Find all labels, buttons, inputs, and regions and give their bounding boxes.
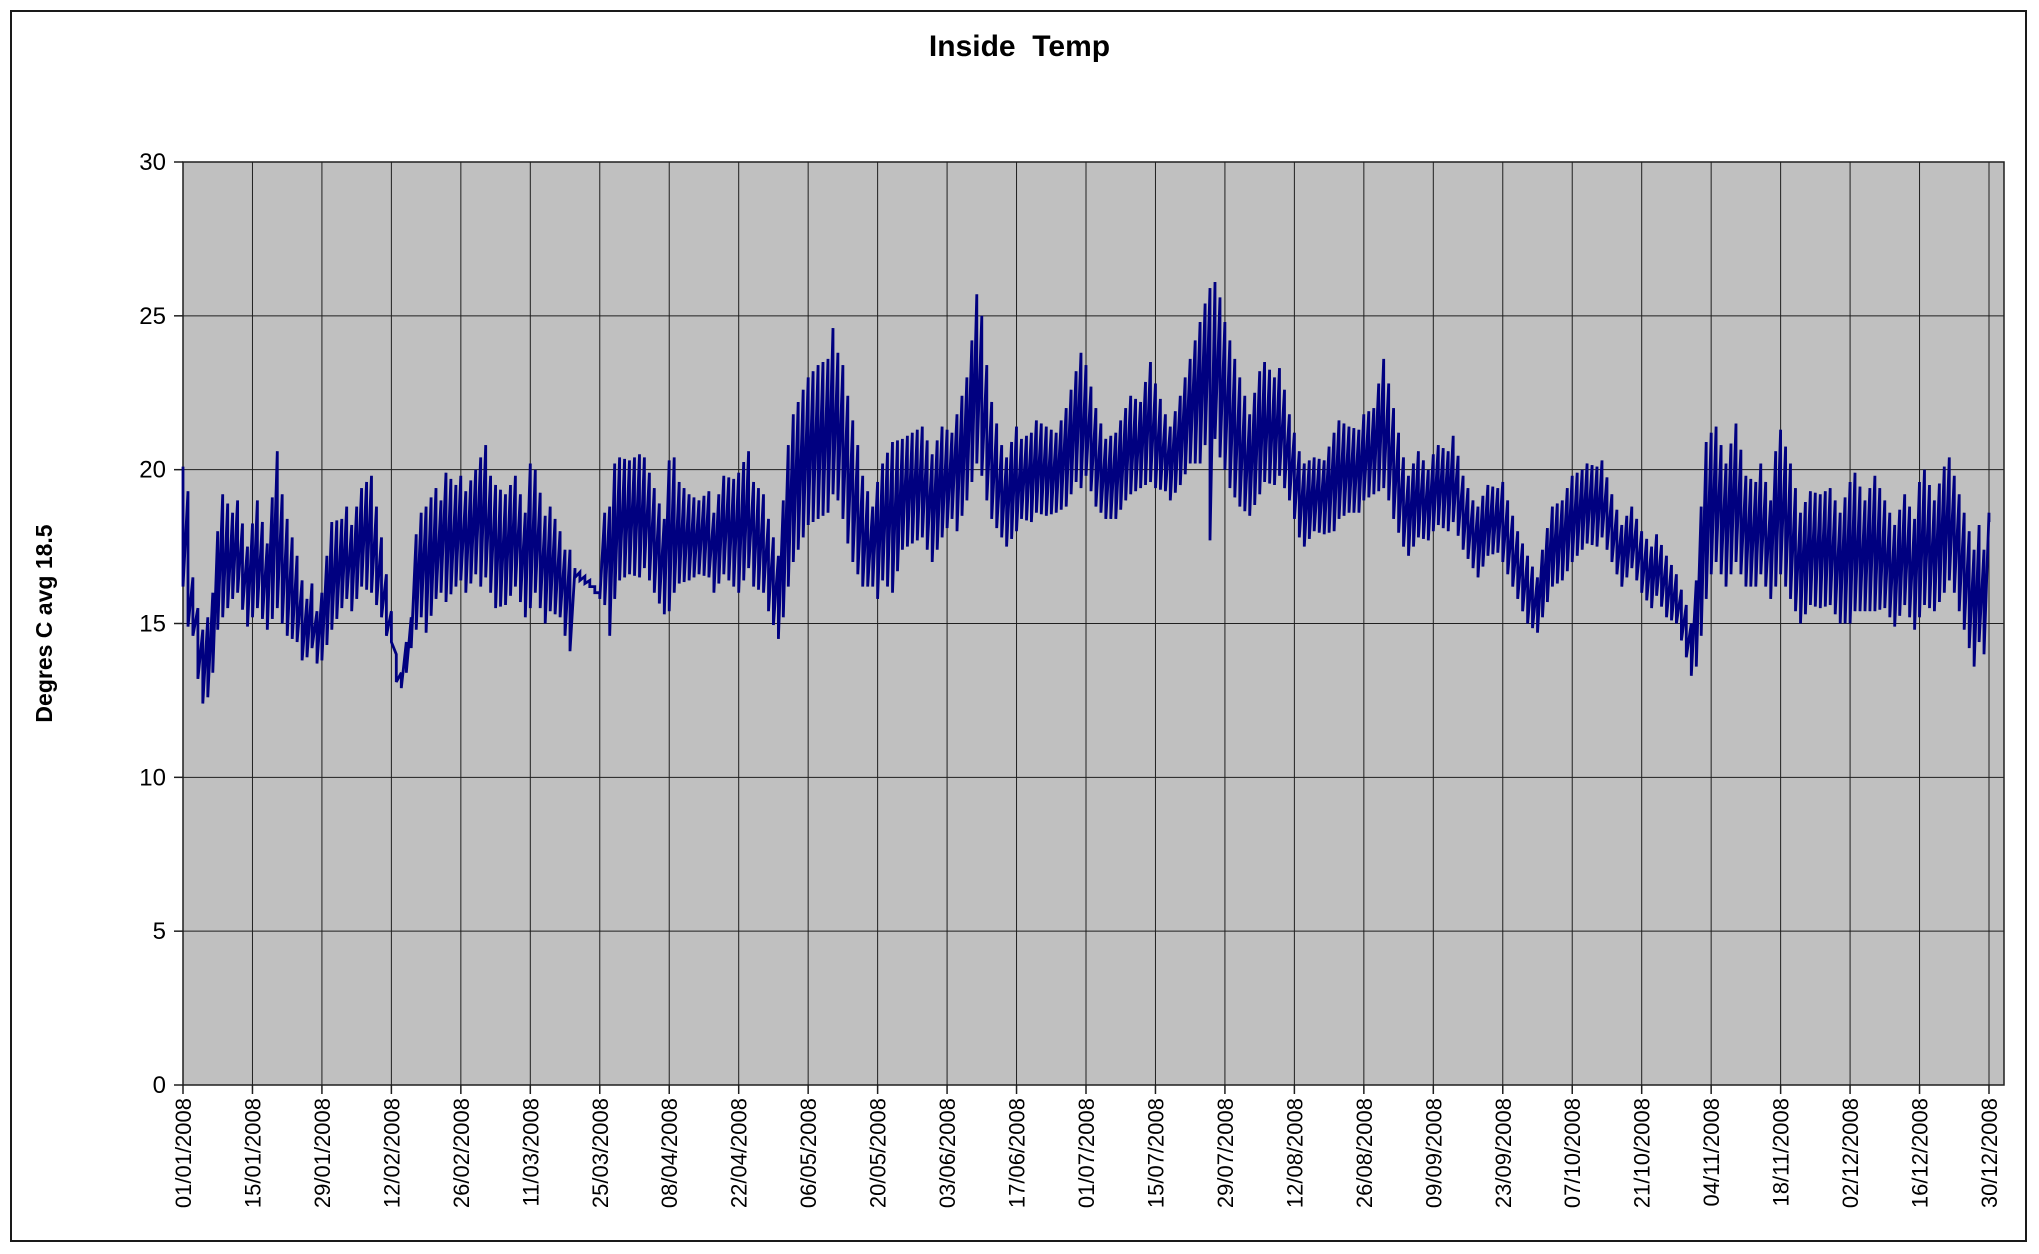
x-axis-tick-label: 08/04/2008 [657, 1098, 682, 1208]
x-axis-tick-label: 15/07/2008 [1143, 1098, 1168, 1208]
x-axis-tick-label: 23/09/2008 [1491, 1098, 1516, 1208]
x-axis-tick-label: 18/11/2008 [1769, 1098, 1794, 1206]
x-axis-tick-label: 03/06/2008 [935, 1098, 960, 1208]
y-axis: 0 5 10 15 20 25 30 [139, 149, 183, 1099]
x-axis-tick-label: 29/01/2008 [310, 1098, 335, 1208]
x-axis-tick-label: 26/02/2008 [449, 1098, 474, 1208]
series-line-inside-temp [181, 281, 1991, 704]
y-axis-tick-label: 20 [139, 457, 166, 484]
y-axis-tick-label: 15 [139, 611, 166, 638]
y-axis-tick-label: 5 [153, 918, 166, 945]
x-axis-tick-label: 25/03/2008 [588, 1098, 613, 1208]
chart-title: Inside Temp [928, 30, 1111, 63]
x-axis-tick-label: 06/05/2008 [796, 1098, 821, 1208]
x-axis-tick-label: 02/12/2008 [1838, 1098, 1863, 1208]
x-axis-tick-label: 04/11/2008 [1699, 1098, 1724, 1206]
y-axis-tick-label: 30 [139, 149, 166, 176]
x-axis-tick-label: 11/03/2008 [518, 1098, 543, 1206]
y-axis-tick-label: 10 [139, 764, 166, 791]
x-axis-tick-label: 12/08/2008 [1282, 1098, 1307, 1208]
y-axis-tick-label: 25 [139, 303, 166, 330]
x-axis-tick-label: 21/10/2008 [1630, 1098, 1655, 1208]
x-axis-tick-label: 30/12/2008 [1977, 1098, 2002, 1208]
x-axis-tick-label: 07/10/2008 [1560, 1098, 1585, 1208]
x-axis-tick-label: 17/06/2008 [1005, 1098, 1030, 1208]
y-axis-tick-label: 0 [153, 1072, 166, 1099]
x-axis-tick-label: 16/12/2008 [1908, 1098, 1933, 1208]
x-axis-tick-label: 29/07/2008 [1213, 1098, 1238, 1208]
x-axis-tick-label: 01/01/2008 [171, 1098, 196, 1208]
x-axis-tick-label: 20/05/2008 [866, 1098, 891, 1208]
y-axis-label: Degres C avg 18.5 [31, 524, 57, 722]
x-axis-tick-label: 26/08/2008 [1352, 1098, 1377, 1208]
x-axis-tick-label: 15/01/2008 [240, 1098, 265, 1208]
x-axis-tick-label: 22/04/2008 [727, 1098, 752, 1208]
x-axis-tick-label: 12/02/2008 [379, 1098, 404, 1208]
x-axis-tick-label: 09/09/2008 [1421, 1098, 1446, 1208]
x-axis-tick-label: 01/07/2008 [1074, 1098, 1099, 1208]
x-axis: 01/01/2008 15/01/2008 29/01/2008 12/02/2008… [171, 1085, 2002, 1208]
